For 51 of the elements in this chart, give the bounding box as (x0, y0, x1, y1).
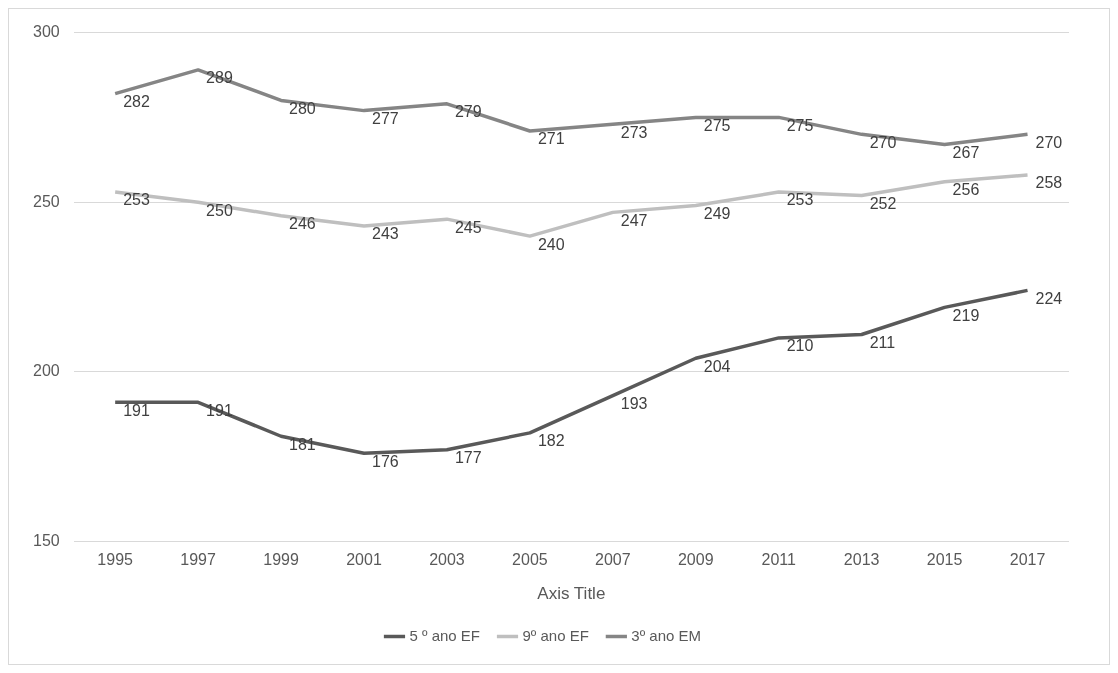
x-tick-label: 2003 (429, 551, 465, 569)
data-label: 210 (786, 337, 814, 355)
legend-label: 5 º ano EF (409, 626, 481, 644)
x-tick-label: 2005 (512, 551, 548, 569)
y-tick-label: 250 (32, 192, 60, 210)
data-label: 176 (371, 452, 399, 470)
data-label: 246 (289, 215, 316, 233)
data-label: 275 (703, 116, 731, 134)
data-label: 243 (371, 225, 399, 243)
data-label: 271 (537, 130, 565, 148)
data-label: 282 (123, 93, 150, 111)
data-label: 219 (952, 306, 980, 324)
data-label: 191 (123, 401, 150, 419)
data-label: 256 (952, 181, 980, 199)
data-label: 193 (620, 394, 648, 412)
data-label: 211 (869, 333, 896, 351)
data-label: 245 (454, 218, 482, 236)
x-tick-label: 2015 (926, 551, 963, 569)
data-label: 280 (289, 99, 316, 117)
data-label: 250 (206, 201, 233, 219)
data-label: 270 (1035, 133, 1063, 151)
data-label: 249 (703, 205, 731, 222)
data-label: 253 (123, 191, 150, 209)
x-tick-label: 2017 (1009, 551, 1046, 569)
legend-label: 9º ano EF (522, 626, 589, 644)
x-tick-label: 2011 (761, 551, 797, 569)
data-label: 270 (869, 133, 897, 151)
x-tick-label: 2001 (346, 551, 382, 569)
x-tick-label: 2009 (677, 551, 714, 569)
x-axis-title: Axis Title (537, 584, 606, 604)
data-label: 182 (537, 432, 565, 450)
data-label: 224 (1035, 289, 1063, 307)
data-label: 277 (371, 110, 399, 128)
data-label: 240 (537, 235, 565, 253)
data-label: 247 (620, 211, 648, 229)
x-tick-label: 2007 (595, 551, 631, 569)
x-tick-label: 1999 (263, 551, 299, 569)
data-label: 258 (1035, 174, 1063, 192)
y-tick-label: 200 (32, 362, 60, 380)
data-label: 267 (952, 143, 980, 161)
x-tick-label: 2013 (843, 551, 880, 569)
data-label: 253 (786, 191, 814, 209)
x-tick-label: 1995 (97, 551, 134, 569)
data-label: 252 (869, 194, 897, 212)
y-tick-label: 150 (32, 531, 60, 549)
data-label: 177 (454, 449, 482, 467)
data-label: 204 (703, 357, 731, 375)
x-tick-label: 1997 (180, 551, 217, 569)
y-tick-label: 300 (32, 23, 60, 41)
data-label: 273 (620, 123, 648, 141)
legend-label: 3º ano EM (631, 626, 702, 644)
